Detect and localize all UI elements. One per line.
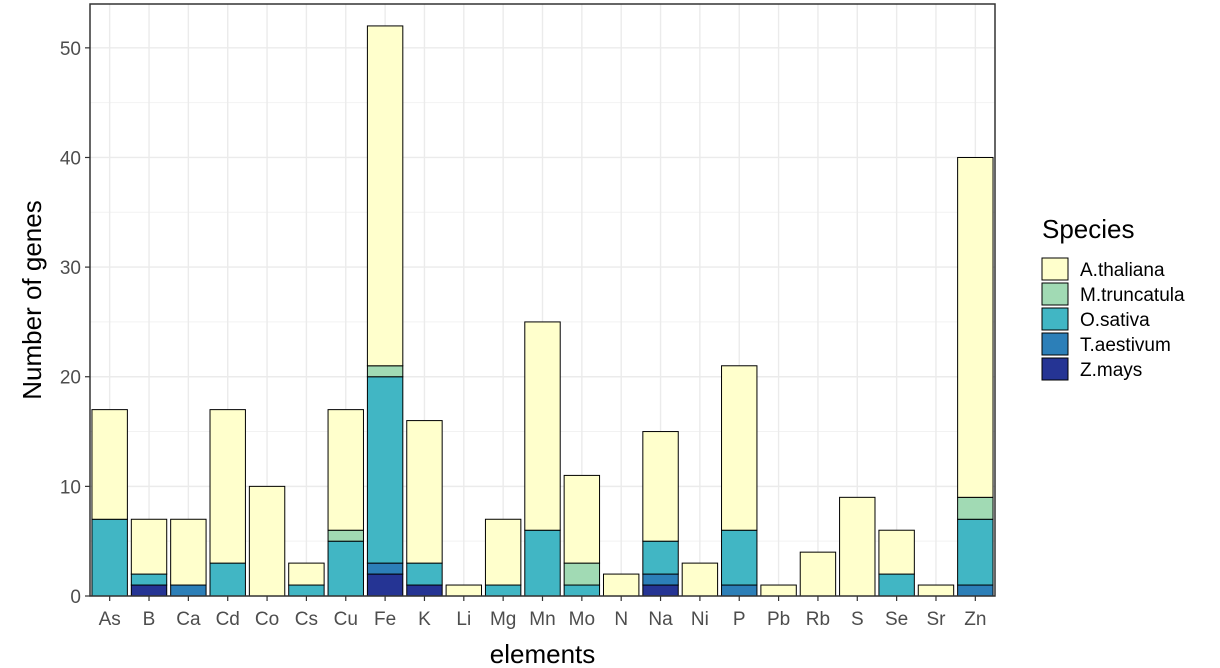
x-tick-label: N [614,609,628,630]
bar-segment-Ni-a-thaliana [681,562,719,597]
bar-segment-Sr-a-thaliana [917,584,955,597]
bar-segment-Cd-a-thaliana [209,409,246,564]
legend-key-m-truncatula [1041,282,1069,306]
bar-segment-Mg-a-thaliana [484,518,522,586]
bar-segment-Fe-m-truncatula [366,365,404,378]
x-axis-title: elements [490,639,596,668]
bar-segment-Co-a-thaliana [248,485,286,597]
bar-segment-Se-o-sativa [878,573,915,597]
legend-title: Species [1042,214,1135,244]
x-tick-label: Se [885,609,908,630]
y-tick-label: 10 [60,477,81,498]
bar-segment-Mn-a-thaliana [524,321,561,531]
y-tick-label: 30 [60,258,81,279]
bar-segment-Se-a-thaliana [878,529,915,575]
x-tick-label: Li [456,609,471,630]
x-tick-label: Mo [569,609,595,630]
x-tick-label: Co [255,609,279,630]
legend-key-z-mays [1041,357,1069,381]
bar-segment-Na-a-thaliana [642,431,679,542]
legend-key-t-aestivum [1041,332,1069,356]
x-tick-label: Cu [334,609,358,630]
bar-segment-Cd-o-sativa [209,562,246,597]
bar-segment-Cs-a-thaliana [288,562,325,586]
bar-segment-Na-z-mays [642,584,679,597]
bar-segment-Fe-t-aestivum [366,562,404,575]
bar-segment-Zn-m-truncatula [957,496,994,520]
bar-segment-Rb-a-thaliana [799,551,837,597]
bar-segment-Cu-o-sativa [327,540,364,597]
bar-segment-Mn-o-sativa [524,529,561,597]
x-tick-label: Zn [964,609,986,630]
x-tick-label: B [143,609,156,630]
bar-segment-Ca-t-aestivum [170,584,207,597]
y-tick-label: 40 [60,148,81,169]
bar-segment-Fe-z-mays [366,573,404,597]
legend-label: M.truncatula [1080,285,1185,306]
bar-segment-B-a-thaliana [130,518,168,575]
bar-segment-Fe-o-sativa [366,376,404,564]
bar-segment-B-z-mays [130,584,168,597]
x-tick-label: Fe [374,609,396,630]
bar-segment-Mo-o-sativa [563,584,601,597]
bar-segment-Cu-a-thaliana [327,409,364,531]
bar-segment-Mo-a-thaliana [563,474,601,564]
x-tick-label: Cd [216,609,240,630]
bar-segment-K-o-sativa [406,562,443,586]
bar-segment-Li-a-thaliana [445,584,483,597]
x-tick-label: As [99,609,121,630]
bar-segment-Zn-o-sativa [957,518,994,586]
x-tick-label: Sr [926,609,946,630]
bar-segment-S-a-thaliana [839,496,876,597]
bar-segment-Na-t-aestivum [642,573,679,586]
bar-segment-B-o-sativa [130,573,168,586]
legend-label: A.thaliana [1080,260,1165,281]
legend-key-o-sativa [1041,307,1069,331]
bar-segment-Cu-m-truncatula [327,529,364,542]
legend-label: T.aestivum [1080,335,1171,356]
bar-segment-Mo-m-truncatula [563,562,601,586]
y-tick-label: 20 [60,368,81,389]
legend-key-a-thaliana [1041,257,1069,281]
bar-segment-Ca-a-thaliana [170,518,207,586]
y-tick-label: 50 [60,39,81,60]
bar-segment-Pb-a-thaliana [760,584,797,597]
bar-segment-K-z-mays [406,584,443,597]
bar-segment-Cs-o-sativa [288,584,325,597]
x-tick-label: Rb [806,609,830,630]
y-axis-title: Number of genes [17,200,47,399]
x-tick-label: Na [648,609,673,630]
bar-segment-Fe-a-thaliana [366,25,404,367]
x-tick-label: Ca [176,609,201,630]
x-tick-label: Mg [490,609,516,630]
bars-layer [91,25,994,597]
x-tick-label: P [733,609,746,630]
bar-segment-Mg-o-sativa [484,584,522,597]
x-tick-label: Mn [529,609,555,630]
bar-segment-As-a-thaliana [91,409,128,520]
x-tick-label: K [418,609,431,630]
bar-segment-K-a-thaliana [406,420,443,564]
bar-segment-P-t-aestivum [721,584,758,597]
bar-segment-Zn-a-thaliana [957,156,994,498]
x-tick-label: S [851,609,864,630]
x-tick-label: Pb [767,609,790,630]
axis-layer: 0 10 20 30 40 50 As B Ca Cd Co Cs Cu Fe K Li Mg Mn Mo N Na Ni… [60,39,987,630]
bar-segment-As-o-sativa [91,518,128,597]
bar-segment-P-o-sativa [721,529,758,586]
legend-label: Z.mays [1080,360,1142,381]
y-tick-label: 0 [70,587,81,608]
x-tick-label: Ni [691,609,709,630]
bar-segment-P-a-thaliana [721,365,758,531]
bar-segment-Na-o-sativa [642,540,679,575]
legend: Species A.thaliana M.truncatula O.sativa T.… [1041,214,1185,381]
bar-segment-N-a-thaliana [602,573,640,597]
x-tick-label: Cs [295,609,318,630]
bar-segment-Zn-t-aestivum [957,584,994,597]
legend-label: O.sativa [1080,310,1150,331]
